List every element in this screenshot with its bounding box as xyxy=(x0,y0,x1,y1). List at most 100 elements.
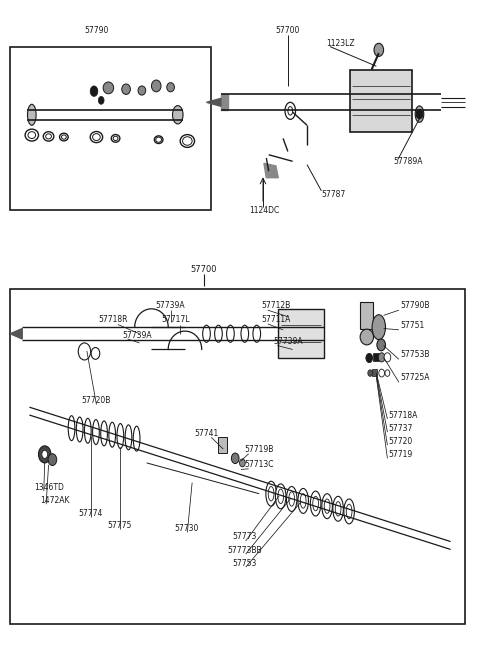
Text: 57739A: 57739A xyxy=(123,330,152,340)
Ellipse shape xyxy=(333,496,343,521)
Text: 57719: 57719 xyxy=(388,450,413,459)
Circle shape xyxy=(378,353,385,362)
Ellipse shape xyxy=(287,486,297,511)
Text: 57737: 57737 xyxy=(388,424,413,433)
Ellipse shape xyxy=(266,482,276,506)
Ellipse shape xyxy=(253,325,261,342)
Text: 57725A: 57725A xyxy=(400,373,430,382)
Polygon shape xyxy=(206,99,221,106)
Ellipse shape xyxy=(182,137,192,145)
Text: 57774: 57774 xyxy=(79,509,103,518)
Ellipse shape xyxy=(203,325,210,342)
Ellipse shape xyxy=(300,493,306,508)
Ellipse shape xyxy=(125,425,132,450)
Text: 1123LZ: 1123LZ xyxy=(326,39,355,48)
Text: 57711A: 57711A xyxy=(262,315,291,325)
Ellipse shape xyxy=(360,329,373,345)
Text: 57773BB: 57773BB xyxy=(228,545,262,555)
Bar xyxy=(278,309,324,358)
Text: 57753: 57753 xyxy=(233,558,257,568)
Circle shape xyxy=(379,369,384,377)
Ellipse shape xyxy=(215,325,222,342)
Ellipse shape xyxy=(311,491,321,516)
Ellipse shape xyxy=(25,129,38,141)
Ellipse shape xyxy=(43,131,54,141)
Ellipse shape xyxy=(322,493,332,518)
Ellipse shape xyxy=(172,106,183,124)
Ellipse shape xyxy=(167,83,174,92)
Polygon shape xyxy=(10,328,22,339)
Polygon shape xyxy=(221,95,228,110)
Circle shape xyxy=(385,370,390,376)
Ellipse shape xyxy=(156,137,161,143)
Ellipse shape xyxy=(93,133,100,141)
Ellipse shape xyxy=(346,504,352,518)
Ellipse shape xyxy=(335,501,341,516)
Text: 1346TD: 1346TD xyxy=(34,483,64,491)
Text: 57741: 57741 xyxy=(194,429,218,438)
Text: 57773: 57773 xyxy=(233,532,257,541)
Ellipse shape xyxy=(289,491,295,506)
Ellipse shape xyxy=(111,135,120,142)
Text: 57790: 57790 xyxy=(84,26,108,35)
Circle shape xyxy=(48,454,57,466)
Text: 57739A: 57739A xyxy=(274,337,303,346)
Circle shape xyxy=(98,97,104,104)
Bar xyxy=(360,302,373,328)
Ellipse shape xyxy=(288,106,293,115)
Ellipse shape xyxy=(117,424,124,449)
Ellipse shape xyxy=(101,421,108,446)
Bar xyxy=(10,47,211,210)
Ellipse shape xyxy=(180,135,194,147)
Ellipse shape xyxy=(241,325,249,342)
Polygon shape xyxy=(264,164,278,177)
Circle shape xyxy=(42,451,48,459)
Circle shape xyxy=(231,453,239,464)
Bar xyxy=(373,353,379,361)
Bar xyxy=(218,437,227,453)
Ellipse shape xyxy=(227,325,234,342)
Text: 57717L: 57717L xyxy=(161,315,190,325)
Text: 1472AK: 1472AK xyxy=(40,496,70,505)
Circle shape xyxy=(91,348,100,359)
Circle shape xyxy=(90,86,98,97)
Text: 57712B: 57712B xyxy=(262,301,291,310)
Text: 57787: 57787 xyxy=(322,190,346,198)
Ellipse shape xyxy=(103,82,114,94)
Ellipse shape xyxy=(133,426,140,451)
Text: 57751: 57751 xyxy=(400,321,425,330)
Circle shape xyxy=(240,459,245,467)
Circle shape xyxy=(384,353,391,362)
Text: 57730: 57730 xyxy=(174,524,199,533)
Circle shape xyxy=(377,339,385,351)
Ellipse shape xyxy=(313,496,319,510)
Text: 57700: 57700 xyxy=(276,26,300,35)
Ellipse shape xyxy=(298,488,309,513)
Text: 1124DC: 1124DC xyxy=(250,206,280,215)
Circle shape xyxy=(78,343,91,360)
Ellipse shape xyxy=(109,422,116,447)
Bar xyxy=(372,369,377,376)
Text: 57789A: 57789A xyxy=(393,157,423,166)
Ellipse shape xyxy=(344,499,354,524)
Text: 57739A: 57739A xyxy=(156,301,185,310)
Text: 57775: 57775 xyxy=(107,521,132,530)
Ellipse shape xyxy=(152,80,161,92)
Ellipse shape xyxy=(415,106,424,122)
Ellipse shape xyxy=(60,133,68,141)
Text: 57718A: 57718A xyxy=(388,411,418,420)
Ellipse shape xyxy=(68,416,75,441)
Text: 57720B: 57720B xyxy=(82,396,111,405)
Bar xyxy=(350,70,412,132)
Bar xyxy=(10,289,465,623)
Ellipse shape xyxy=(61,135,66,139)
Ellipse shape xyxy=(324,499,330,513)
Ellipse shape xyxy=(76,417,83,442)
Circle shape xyxy=(374,43,384,57)
Ellipse shape xyxy=(113,136,118,141)
Ellipse shape xyxy=(155,136,163,143)
Circle shape xyxy=(368,370,372,376)
Circle shape xyxy=(38,446,51,463)
Ellipse shape xyxy=(90,131,103,143)
Ellipse shape xyxy=(93,420,99,445)
